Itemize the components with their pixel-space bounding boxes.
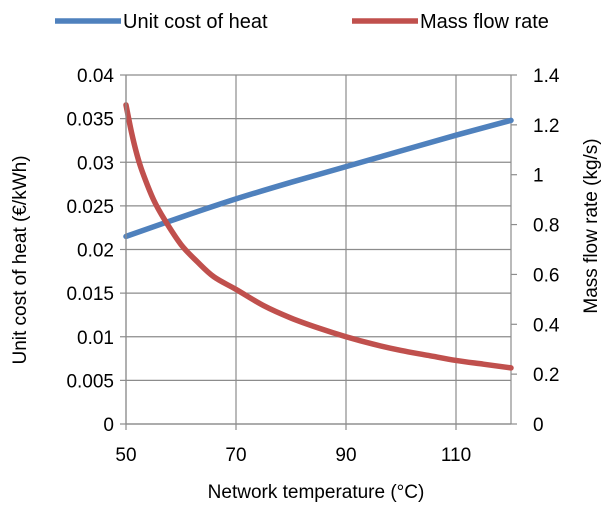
y-right-tick-label: 0 [533, 415, 544, 436]
y-left-tick-label: 0.02 [77, 241, 114, 262]
y-right-tick-label: 1.4 [533, 66, 560, 87]
series-line-mass-flow-rate [123, 102, 514, 371]
legend: Unit cost of heat Mass flow rate [55, 11, 549, 33]
x-axis-title: Network temperature (°C) [208, 482, 425, 503]
x-tick-label: 110 [441, 445, 471, 466]
y-right-tick-label: 1 [533, 166, 544, 187]
x-tick-label: 50 [115, 445, 136, 466]
x-tick-label: 90 [335, 445, 356, 466]
y-right-tick-label: 0.2 [533, 365, 559, 386]
y-left-tick-label: 0.03 [77, 153, 114, 174]
y-axis-right-title: Mass flow rate (kg/s) [581, 138, 602, 313]
y-left-tick-label: 0.01 [77, 328, 114, 349]
y-right-tick-label: 1.2 [533, 116, 559, 137]
y-axis-left-title: Unit cost of heat (€/kWh) [10, 155, 31, 364]
axis-layer: 0 0.005 0.01 0.015 0.02 0.025 0.03 0.035 0.04 50 7… [66, 66, 559, 466]
y-right-tick-label: 0.4 [533, 315, 560, 336]
y-left-tick-label: 0.005 [66, 371, 114, 392]
y-left-tick-label: 0 [103, 415, 114, 436]
y-right-tick-label: 0.6 [533, 265, 559, 286]
series-layer [123, 102, 514, 371]
legend-label-mass-flow-rate: Mass flow rate [420, 11, 549, 33]
y-right-tick-label: 0.8 [533, 216, 559, 237]
series-line-unit-cost-of-heat [123, 117, 514, 240]
y-left-tick-label: 0.025 [66, 197, 114, 218]
y-left-tick-label: 0.035 [66, 110, 114, 131]
y-left-tick-label: 0.04 [77, 66, 114, 87]
legend-label-unit-cost-of-heat: Unit cost of heat [123, 11, 268, 33]
x-tick-label: 70 [225, 445, 246, 466]
y-left-tick-label: 0.015 [66, 284, 114, 305]
